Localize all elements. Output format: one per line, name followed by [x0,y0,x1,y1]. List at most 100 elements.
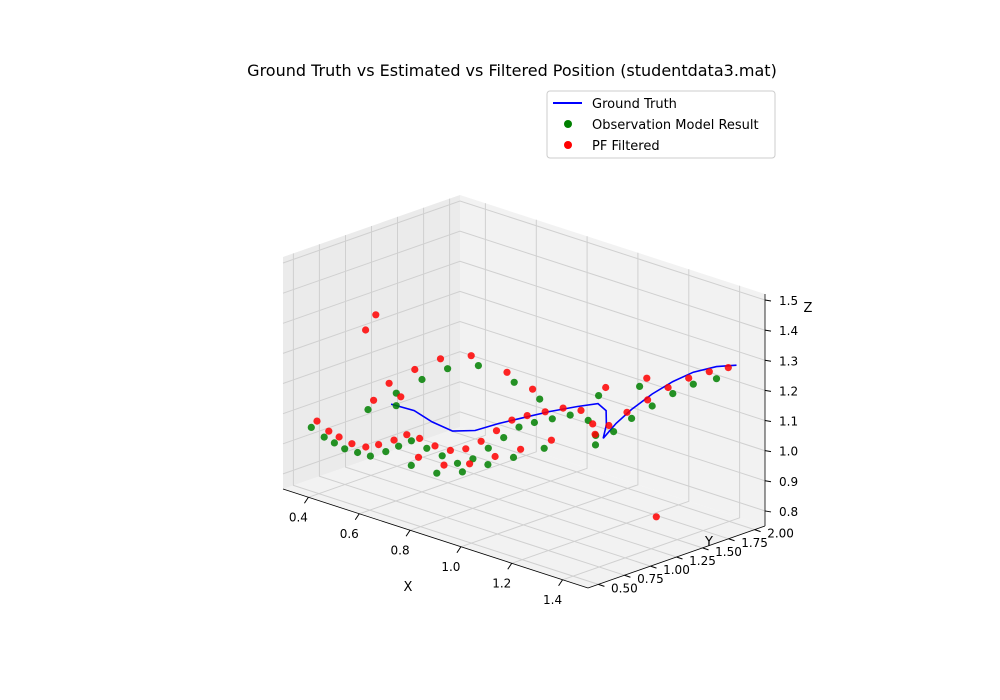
y-tick-label: 1.00 [663,563,690,577]
pf-filtered-point [416,434,424,442]
y-tick-mark [702,547,709,551]
x-tick-label: 1.0 [441,560,460,574]
observation-point [610,428,618,436]
observation-point [444,365,452,373]
y-axis-line [587,525,766,589]
y-tick-label: 1.75 [741,536,768,550]
z-tick-mark [764,299,772,302]
observation-point [536,395,544,403]
pf-filtered-point [664,383,672,392]
observation-point [330,439,338,447]
pf-filtered-point [541,408,549,416]
z-tick-mark [764,420,772,423]
observation-point [320,433,328,441]
pf-filtered-point [446,446,454,454]
pf-filtered-point [529,385,537,393]
x-tick-mark [507,562,513,570]
pf-filtered-point [503,368,511,376]
z-gridline [282,351,766,452]
observation-point [395,442,403,450]
plot-marks [307,311,737,521]
pf-filtered-point [390,436,398,444]
legend-frame [546,90,776,159]
observation-point [418,375,426,384]
y-gridline [345,235,651,567]
y-tick-mark [650,565,657,569]
pf-filtered-point [440,461,448,469]
observation-point [484,444,492,452]
z-tick-mark [764,389,772,392]
pf-filtered-point [508,416,516,424]
y-tick-label: 1.25 [689,554,716,568]
pf-filtered-point [492,427,501,435]
pf-filtered-point [325,427,333,435]
observation-point [366,452,374,460]
z-tick-mark [764,450,772,453]
observation-point [530,418,539,427]
z-tick-label: 1.1 [779,415,798,429]
pf-filtered-point [523,412,531,420]
y-tick-mark [624,574,631,578]
z-gridline [282,381,766,482]
pf-filtered-point [605,421,613,430]
y-tick-label: 0.75 [637,572,664,586]
observation-point [515,423,523,431]
x-tick-label: 0.8 [391,543,410,557]
x-gridline [308,203,486,498]
observation-point [636,382,644,390]
observation-point [628,414,636,422]
pf-filtered-point [652,513,660,521]
pf-filtered-point [335,433,343,441]
observation-point [307,423,315,431]
x-tick-label: 1.4 [543,593,562,607]
z-tick-mark [764,510,772,513]
observation-point [364,406,372,414]
observation-point [453,459,462,467]
observation-point [438,452,446,460]
pf-filtered-point [397,393,405,401]
pf-filtered-point [411,365,419,374]
y-gridline [318,244,625,576]
pf-filtered-point [643,374,651,382]
y-tick-mark [754,529,761,533]
pf-filtered-point [362,443,370,451]
pf-filtered-point [589,420,597,428]
z-gridline [282,290,766,391]
pf-filtered-point [547,436,556,444]
observation-point [392,402,400,410]
observation-point [648,402,656,410]
pf-filtered-point [467,352,475,360]
z-tick-label: 1.5 [779,294,798,308]
x-gridline [460,252,639,548]
observation-point [423,444,431,452]
observation-point [595,392,603,400]
legend: Ground Truth Observation Model Result PF… [546,90,776,159]
z-tick-mark [764,329,772,332]
pf-filtered-point [414,453,423,461]
y-tick-label: 2.00 [767,527,794,541]
x-tick-label: 1.2 [492,576,511,590]
observation-point [712,375,721,383]
pf-filtered-point [348,440,356,448]
observation-point [591,441,600,449]
z-tick-label: 1.2 [779,384,798,398]
x-tick-label: 0.4 [289,510,308,524]
pf-filtered-point [724,364,732,372]
pf-filtered-point [462,445,470,453]
pf-filtered-point [403,431,411,439]
z-tick-label: 1.3 [779,354,798,368]
z-gridline [282,200,766,301]
observation-point [474,362,482,370]
pf-filtered-point [313,417,321,425]
pf-filtered-point [491,452,499,461]
observation-point [500,434,508,442]
z-gridline [282,260,766,361]
z-gridline [282,411,766,512]
pf-filtered-point [577,406,585,414]
pf-filtered-point [375,441,383,449]
observation-point [407,437,415,445]
y-tick-mark [598,583,605,587]
y-tick-label: 0.50 [611,581,638,595]
observation-point [341,445,349,453]
